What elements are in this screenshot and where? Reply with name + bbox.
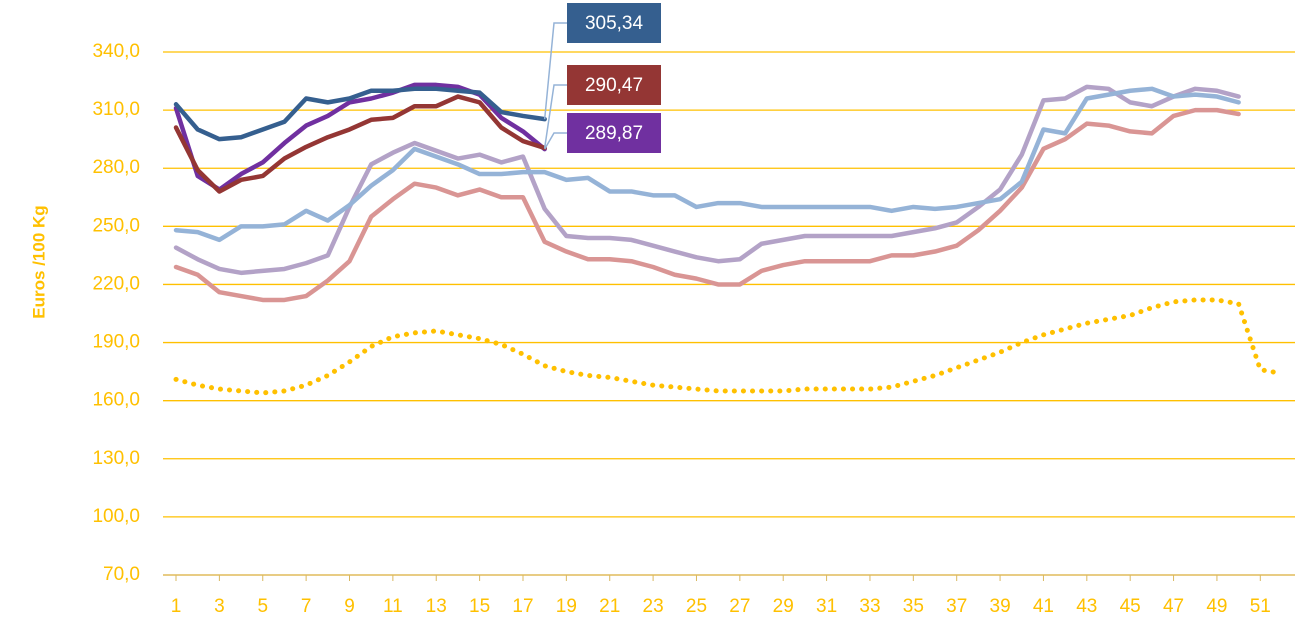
y-tick-label: 160,0 (92, 390, 140, 411)
y-tick-label: 190,0 (92, 332, 140, 353)
y-tick-label: 70,0 (103, 564, 140, 585)
x-tick-label: 41 (1033, 596, 1054, 617)
series-line (173, 86, 1241, 243)
value-label-box (567, 65, 661, 105)
y-axis-label: Euros /100 Kg (29, 205, 48, 318)
x-tick-label: 39 (990, 596, 1011, 617)
series-line (173, 297, 1285, 396)
value-label: 290,47 (585, 75, 643, 96)
x-tick-label: 1 (171, 596, 182, 617)
x-tick-label: 43 (1076, 596, 1097, 617)
value-label: 305,34 (585, 13, 644, 34)
x-tick-label: 19 (556, 596, 577, 617)
y-tick-label: 340,0 (92, 41, 140, 62)
x-tick-label: 45 (1120, 596, 1141, 617)
value-label-box (567, 113, 661, 153)
x-tick-label: 29 (773, 596, 794, 617)
y-tick-label: 220,0 (92, 273, 140, 294)
x-tick-label: 21 (599, 596, 620, 617)
x-tick-label: 51 (1250, 596, 1271, 617)
series-line (173, 94, 547, 194)
x-tick-label: 31 (816, 596, 837, 617)
y-tick-label: 100,0 (92, 506, 140, 527)
x-tick-label: 49 (1206, 596, 1227, 617)
x-tick-label: 37 (946, 596, 967, 617)
leader-line (543, 84, 567, 149)
x-tick-label: 27 (729, 596, 750, 617)
x-tick-label: 3 (214, 596, 225, 617)
x-tick-label: 5 (257, 596, 268, 617)
y-tick-label: 280,0 (92, 157, 140, 178)
value-label-box (567, 3, 661, 43)
y-tick-label: 310,0 (92, 99, 140, 120)
x-tick-label: 23 (643, 596, 664, 617)
x-tick-label: 15 (469, 596, 490, 617)
x-tick-label: 13 (426, 596, 447, 617)
x-tick-label: 35 (903, 596, 924, 617)
x-tick-label: 11 (383, 596, 403, 617)
x-tick-label: 33 (859, 596, 880, 617)
x-tick-label: 7 (301, 596, 312, 617)
y-tick-label: 130,0 (92, 448, 140, 469)
value-label: 289,87 (585, 123, 643, 144)
x-tick-label: 17 (512, 596, 533, 617)
y-tick-label: 250,0 (92, 215, 140, 236)
series-line (173, 86, 547, 142)
series-line (173, 107, 1241, 303)
x-tick-label: 47 (1163, 596, 1184, 617)
x-tick-label: 25 (686, 596, 707, 617)
x-tick-label: 9 (344, 596, 355, 617)
leader-line (544, 132, 567, 150)
leader-line (543, 22, 567, 120)
